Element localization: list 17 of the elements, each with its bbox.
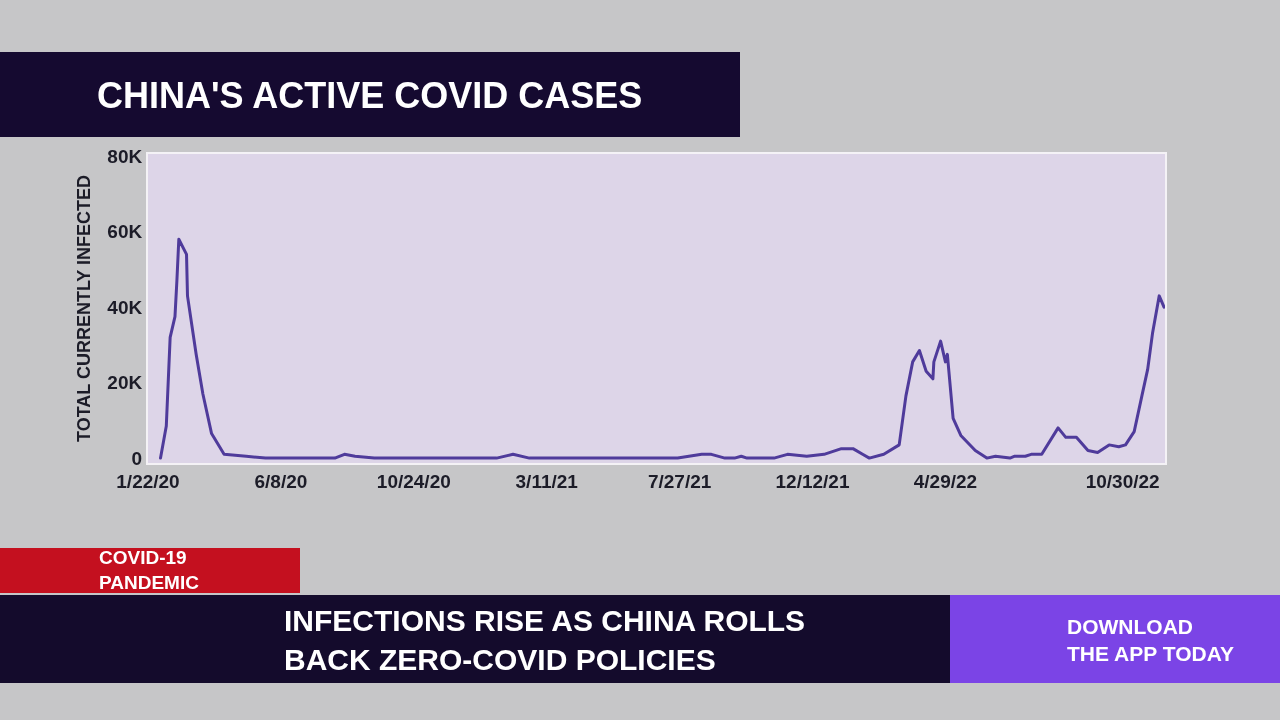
- x-tick-label: 4/29/22: [913, 470, 978, 492]
- line-series: [159, 237, 1165, 460]
- y-tick-label: 0: [131, 447, 143, 469]
- y-tick-label: 40K: [107, 296, 143, 318]
- x-tick-label: 6/8/20: [254, 470, 308, 492]
- x-tick-label: 12/12/21: [775, 470, 850, 492]
- text: COVID-19 PANDEMIC: [99, 547, 200, 593]
- y-tick-label: 60K: [107, 221, 143, 243]
- x-tick-label: 3/11/21: [515, 470, 579, 492]
- x-tick-label: 1/22/20: [116, 470, 180, 492]
- y-axis-title: TOTAL CURRENTLY INFECTED: [74, 174, 95, 443]
- x-tick-label: 10/24/20: [376, 470, 451, 492]
- x-tick-label: 10/30/22: [1085, 470, 1160, 492]
- chart-title: CHINA'S ACTIVE COVID CASES: [97, 74, 643, 116]
- y-tick-label: 80K: [107, 145, 143, 167]
- x-tick-label: 7/27/21: [647, 470, 712, 492]
- y-tick-label: 20K: [107, 372, 143, 394]
